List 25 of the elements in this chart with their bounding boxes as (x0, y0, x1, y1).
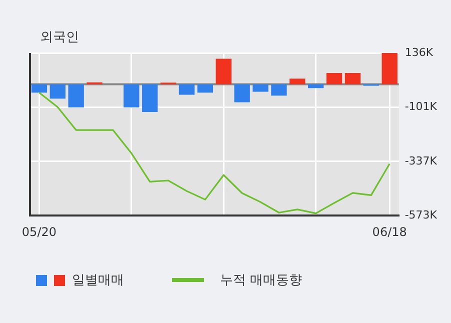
x-tick-label: 05/20 (22, 224, 57, 239)
legend-label: 일별매매 (72, 272, 124, 289)
y-tick-label: -573K (404, 208, 438, 222)
bar (197, 84, 214, 93)
bar (178, 84, 195, 95)
bar (216, 58, 232, 84)
bar (142, 84, 158, 112)
bar (234, 84, 250, 102)
bar (344, 72, 361, 84)
bar (308, 84, 324, 88)
bar (31, 84, 48, 93)
y-tick-label: -101K (404, 100, 438, 114)
y-tick-label: -337K (404, 154, 438, 168)
bar (271, 84, 287, 96)
bar (50, 84, 66, 99)
chart-title: 외국인 (40, 29, 79, 46)
legend-label: 누적 매매동향 (220, 272, 302, 289)
bar (382, 53, 398, 84)
bar (124, 84, 140, 108)
y-tick-label: 136K (404, 46, 434, 59)
bar (252, 84, 268, 92)
bar (68, 84, 84, 108)
x-tick-label: 06/18 (372, 224, 407, 239)
bar (290, 78, 306, 84)
bar (326, 72, 342, 84)
